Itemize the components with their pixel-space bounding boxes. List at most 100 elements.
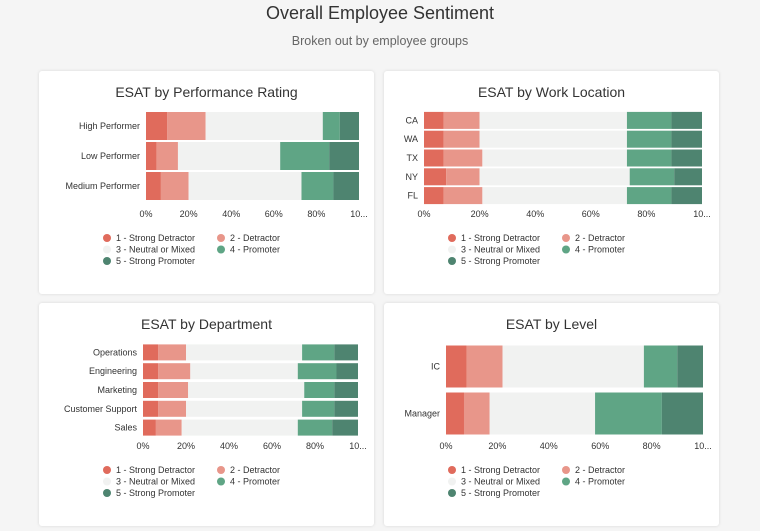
page-title: Overall Employee Sentiment: [265, 3, 495, 23]
x-tick-label-0: 0%: [439, 441, 452, 451]
legend-label-2: 2 - Detractor: [575, 233, 625, 243]
legend-label-5: 5 - Strong Promoter: [116, 488, 195, 498]
x-tick-label-1: 20%: [180, 209, 198, 219]
legend-label-5: 5 - Strong Promoter: [116, 256, 195, 266]
legend-label-4: 4 - Promoter: [230, 245, 280, 255]
bar-segment-high-performer-3: [205, 112, 323, 140]
bar-segment-operations-5: [334, 344, 358, 361]
bar-segment-low-performer-5: [329, 142, 359, 170]
category-label-engineering: Engineering: [89, 366, 137, 376]
legend-marker-5: [103, 257, 111, 265]
bar-segment-low-performer-4: [280, 142, 330, 170]
x-tick-label-2: 40%: [222, 209, 240, 219]
legend-marker-1: [103, 234, 111, 242]
x-tick-label-4: 80%: [643, 441, 661, 451]
bar-segment-high-performer-2: [167, 112, 206, 140]
legend-label-4: 4 - Promoter: [575, 477, 625, 487]
legend-label-4: 4 - Promoter: [230, 477, 280, 487]
legend-label-1: 1 - Strong Detractor: [116, 465, 195, 475]
bar-segment-medium-performer-5: [333, 172, 359, 200]
x-tick-label-2: 40%: [540, 441, 558, 451]
bar-segment-ca-5: [671, 111, 702, 129]
legend-marker-5: [448, 257, 456, 265]
x-tick-label-4: 80%: [307, 209, 325, 219]
x-tick-label-3: 60%: [582, 209, 600, 219]
x-tick-label-2: 40%: [526, 209, 544, 219]
legend-marker-2: [562, 234, 570, 242]
bar-segment-medium-performer-4: [301, 172, 334, 200]
bar-segment-wa-3: [479, 130, 627, 148]
category-label-customer-support: Customer Support: [64, 404, 138, 414]
chart-svg-1: ESAT by Work Location CA WA TX NY FL 0% 20% 40% 6…: [404, 84, 711, 266]
chart-svg-3: ESAT by Level IC Manager 0% 20% 40% 60% 80% 10..…: [404, 316, 711, 498]
bar-segment-engineering-5: [336, 363, 358, 380]
legend-label-3: 3 - Neutral or Mixed: [116, 477, 195, 487]
bar-segment-fl-4: [626, 187, 672, 205]
category-label-tx: TX: [406, 153, 418, 163]
category-label-ny: NY: [405, 172, 418, 182]
legend-marker-4: [217, 245, 225, 254]
legend-marker-3: [103, 477, 111, 486]
bar-segment-medium-performer-3: [188, 172, 302, 200]
chart-svg-2: ESAT by Department Operations Engineering M…: [64, 316, 367, 498]
bar-segment-low-performer-2: [156, 142, 178, 170]
bar-segment-tx-1: [424, 149, 444, 167]
x-tick-label-1: 20%: [471, 209, 489, 219]
legend-label-2: 2 - Detractor: [575, 465, 625, 475]
legend-marker-3: [103, 245, 111, 254]
bar-segment-customer-support-5: [334, 400, 358, 417]
bar-segment-marketing-4: [304, 382, 335, 398]
bar-segment-high-performer-1: [146, 112, 168, 140]
category-label-medium-performer: Medium Performer: [65, 181, 140, 191]
bar-segment-ic-4: [643, 345, 678, 388]
legend-marker-5: [448, 489, 456, 497]
legend-label-4: 4 - Promoter: [575, 245, 625, 255]
x-tick-label-4: 80%: [637, 209, 655, 219]
bar-segment-customer-support-2: [158, 400, 186, 417]
bar-segment-ca-2: [443, 111, 480, 129]
chart-card-level: ESAT by Level IC Manager 0% 20% 40% 60% 80% 10..…: [384, 303, 719, 526]
bar-segment-marketing-3: [188, 382, 305, 398]
chart-card-department: ESAT by Department Operations Engineering M…: [39, 303, 374, 526]
legend-marker-2: [217, 234, 225, 242]
bar-segment-tx-4: [626, 149, 672, 167]
bar-segment-sales-1: [143, 419, 156, 436]
bar-segment-high-performer-5: [339, 112, 359, 140]
bar-segment-ny-5: [674, 168, 702, 186]
chart-title: ESAT by Performance Rating: [115, 84, 297, 100]
x-tick-label-5: 10...: [349, 441, 367, 451]
legend-label-5: 5 - Strong Promoter: [461, 256, 540, 266]
chart-title: ESAT by Department: [141, 316, 272, 332]
bar-segment-low-performer-1: [146, 142, 157, 170]
bar-segment-manager-5: [661, 392, 703, 435]
bar-segment-fl-3: [482, 187, 627, 205]
bar-segment-sales-2: [155, 419, 182, 436]
bar-segment-sales-3: [181, 419, 298, 436]
bar-segment-ny-3: [479, 168, 630, 186]
x-tick-label-3: 60%: [591, 441, 609, 451]
category-label-high-performer: High Performer: [79, 121, 140, 131]
chart-card-performance-rating: ESAT by Performance Rating High Performer…: [39, 71, 374, 294]
bar-segment-operations-4: [302, 344, 335, 361]
legend-label-1: 1 - Strong Detractor: [461, 233, 540, 243]
x-tick-label-5: 10...: [350, 209, 368, 219]
bar-segment-fl-5: [671, 187, 702, 205]
bar-segment-ca-1: [424, 111, 444, 129]
x-tick-label-3: 60%: [265, 209, 283, 219]
category-label-wa: WA: [404, 134, 418, 144]
bar-segment-wa-4: [626, 130, 672, 148]
bar-segment-engineering-1: [143, 363, 159, 380]
chart-svg-0: ESAT by Performance Rating High Performer…: [65, 84, 368, 266]
bar-segment-ca-3: [479, 111, 627, 129]
category-label-fl: FL: [407, 191, 418, 201]
bar-segment-wa-2: [443, 130, 480, 148]
bar-segment-ic-2: [466, 345, 503, 388]
bar-segment-operations-1: [143, 344, 159, 361]
page-subtitle: Broken out by employee groups: [291, 34, 469, 48]
bar-segment-ny-1: [424, 168, 447, 186]
bar-segment-manager-4: [595, 392, 662, 435]
legend-label-2: 2 - Detractor: [230, 465, 280, 475]
category-label-manager: Manager: [404, 409, 440, 419]
legend-marker-1: [448, 466, 456, 474]
legend-marker-4: [217, 477, 225, 486]
